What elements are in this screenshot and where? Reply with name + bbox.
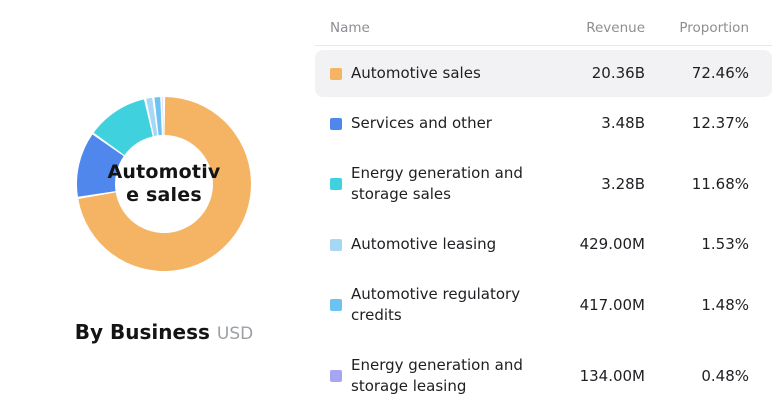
table-row[interactable]: Energy generation and storage sales 3.28… [315, 150, 772, 218]
series-proportion: 72.46% [691, 64, 749, 82]
series-name: Services and other [351, 114, 492, 132]
donut-chart[interactable] [74, 94, 254, 274]
donut-segment[interactable] [78, 97, 251, 272]
series-color-swatch [330, 178, 342, 190]
column-header-revenue: Revenue [586, 20, 645, 36]
donut-segment[interactable] [154, 97, 162, 136]
donut-segment[interactable] [146, 97, 158, 137]
series-revenue: 3.48B [601, 114, 645, 132]
table-header: Name Revenue Proportion [315, 20, 772, 46]
series-revenue: 417.00M [579, 295, 645, 314]
series-proportion: 1.53% [701, 235, 749, 253]
chart-title: By Business USD [0, 320, 328, 344]
series-color-swatch [330, 238, 342, 251]
donut-segment[interactable] [93, 99, 153, 156]
donut-segment[interactable] [162, 97, 164, 136]
series-name: Automotive regulatory credits [351, 285, 521, 324]
series-revenue: 20.36B [591, 64, 645, 82]
chart-title-text: By Business [74, 320, 210, 344]
table-row[interactable]: Energy generation and storage leasing 13… [315, 342, 772, 402]
series-proportion: 12.37% [691, 114, 749, 132]
table-row[interactable]: Services and other 3.48B 12.37% [315, 100, 772, 147]
series-name: Automotive leasing [351, 235, 497, 253]
series-proportion: 1.48% [701, 295, 749, 314]
column-header-name: Name [330, 20, 370, 36]
chart-title-unit: USD [216, 324, 254, 344]
table-row[interactable]: Automotive regulatory credits 417.00M 1.… [315, 271, 772, 339]
column-header-proportion: Proportion [679, 20, 749, 36]
series-name: Energy generation and storage leasing [351, 356, 523, 395]
series-revenue: 3.28B [601, 174, 645, 193]
series-color-swatch [330, 67, 342, 80]
table-row[interactable]: Automotive leasing 429.00M 1.53% [315, 221, 772, 268]
legend-table: Name Revenue Proportion Automotive sales… [315, 20, 772, 402]
donut-panel: Automotiv e sales By Business USD [0, 0, 315, 402]
series-name: Energy generation and storage sales [351, 164, 523, 203]
table-body: Automotive sales 20.36B 72.46% Services … [315, 50, 772, 402]
series-revenue: 134.00M [579, 366, 645, 385]
series-proportion: 11.68% [691, 174, 749, 193]
series-color-swatch [330, 299, 342, 311]
series-revenue: 429.00M [579, 235, 645, 253]
series-color-swatch [330, 117, 342, 130]
series-color-swatch [330, 370, 342, 382]
series-proportion: 0.48% [701, 366, 749, 385]
table-row[interactable]: Automotive sales 20.36B 72.46% [315, 50, 772, 97]
donut-segment[interactable] [76, 134, 124, 197]
series-name: Automotive sales [351, 64, 481, 82]
